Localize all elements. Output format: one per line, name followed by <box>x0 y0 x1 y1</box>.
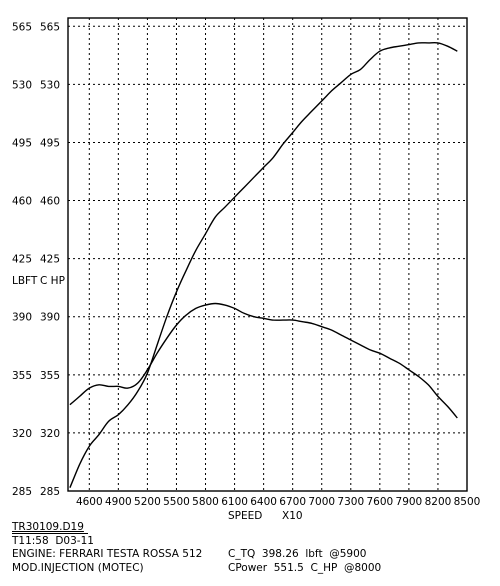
run-time-label: T11:58 D03-11 <box>12 535 94 547</box>
y-tick-label-left: 460 <box>12 196 32 208</box>
x-tick-label: 5800 <box>192 496 219 508</box>
right-axis-units: C HP <box>40 275 65 287</box>
y-tick-label-right: 320 <box>40 428 60 440</box>
series-line-cpower <box>69 41 458 488</box>
x-tick-label: 7600 <box>366 496 393 508</box>
x-tick-label: 8500 <box>454 496 481 508</box>
grid-vertical <box>88 18 439 491</box>
series-line-c-tq <box>69 302 458 419</box>
mod-label: MOD.INJECTION (MOTEC) <box>12 562 144 574</box>
y-tick-label-right: 285 <box>40 486 60 498</box>
y-tick-labels-left: 285 320 355 390 425 460 495 530 565 <box>12 21 32 498</box>
y-tick-label-left: 390 <box>12 312 32 324</box>
torque-peak-label: C_TQ 398.26 lbft @5900 <box>228 548 367 560</box>
x-tick-label: 7000 <box>308 496 335 508</box>
dyno-chart: 4600 4900 5200 5500 5800 6100 6400 6700 7000 7300… <box>12 17 480 520</box>
x-tick-label: 7300 <box>337 496 364 508</box>
y-tick-label-left: 425 <box>12 254 32 266</box>
y-tick-label-right: 460 <box>40 196 60 208</box>
x-tick-label: 6100 <box>221 496 248 508</box>
y-tick-label-right: 495 <box>40 137 60 149</box>
x-tick-label: 6400 <box>250 496 277 508</box>
y-tick-label-left: 355 <box>12 370 32 382</box>
engine-label: ENGINE: FERRARI TESTA ROSSA 512 <box>12 548 203 560</box>
y-tick-labels-right: 285 320 355 390 425 460 495 530 565 <box>40 21 60 498</box>
y-tick-label-left: 530 <box>12 79 32 91</box>
y-tick-label-right: 530 <box>40 79 60 91</box>
y-tick-label-left: 320 <box>12 428 32 440</box>
y-tick-label-left: 495 <box>12 137 32 149</box>
power-peak-label: CPower 551.5 C_HP @8000 <box>228 562 382 574</box>
series-lines <box>69 41 458 488</box>
y-tick-label-left: 285 <box>12 486 32 498</box>
x-tick-label: 6700 <box>279 496 306 508</box>
y-tick-label-right: 425 <box>40 254 60 266</box>
grid-horizontal <box>68 25 467 434</box>
x-tick-label: 4600 <box>76 496 103 508</box>
y-tick-label-left: 565 <box>12 21 32 33</box>
x-axis-multiplier: X10 <box>282 510 303 520</box>
run-file-label: TR30109.D19 <box>12 521 84 533</box>
x-tick-label: 4900 <box>105 496 132 508</box>
left-axis-units: LBFT <box>12 275 38 287</box>
y-tick-label-right: 355 <box>40 370 60 382</box>
x-tick-label: 5200 <box>134 496 161 508</box>
y-tick-label-right: 390 <box>40 312 60 324</box>
x-tick-labels: 4600 4900 5200 5500 5800 6100 6400 6700 7000 7300… <box>76 496 480 508</box>
x-tick-label: 8200 <box>425 496 452 508</box>
y-tick-label-right: 565 <box>40 21 60 33</box>
x-tick-label: 7900 <box>396 496 423 508</box>
x-tick-label: 5500 <box>163 496 190 508</box>
info-divider <box>12 533 88 534</box>
x-axis-label: SPEED <box>228 510 262 520</box>
plot-frame <box>67 17 468 492</box>
